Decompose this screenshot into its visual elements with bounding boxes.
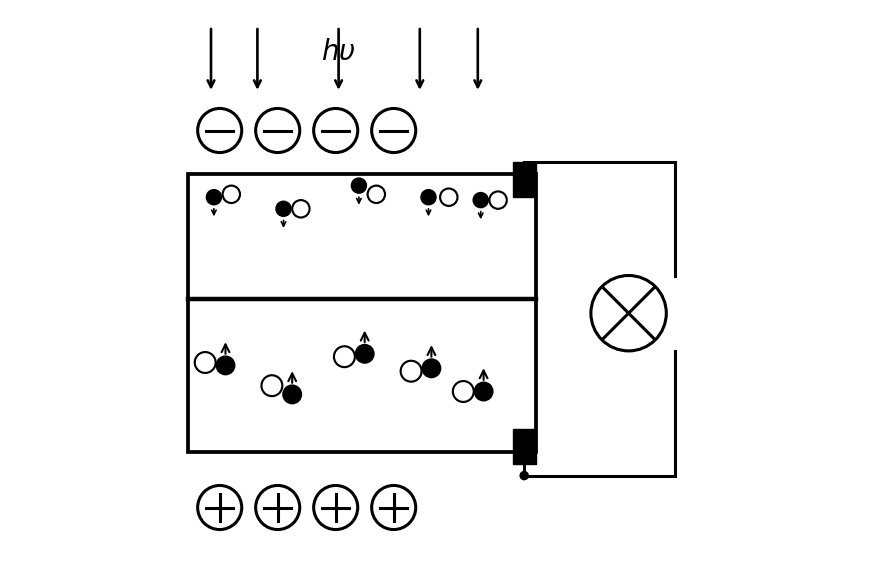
- Circle shape: [195, 352, 215, 373]
- Circle shape: [292, 200, 309, 218]
- Bar: [513, 162, 536, 197]
- Bar: [188, 174, 536, 452]
- Circle shape: [591, 276, 666, 351]
- Circle shape: [368, 186, 385, 203]
- Circle shape: [440, 188, 457, 206]
- Circle shape: [314, 108, 358, 153]
- Circle shape: [334, 346, 354, 367]
- Circle shape: [400, 361, 422, 382]
- Circle shape: [222, 186, 240, 203]
- Circle shape: [520, 472, 528, 480]
- Circle shape: [206, 190, 222, 205]
- Text: $h\upsilon$: $h\upsilon$: [322, 39, 356, 66]
- Circle shape: [474, 382, 493, 401]
- Circle shape: [256, 485, 299, 530]
- Circle shape: [198, 108, 242, 153]
- Circle shape: [256, 108, 299, 153]
- Circle shape: [283, 385, 301, 404]
- Circle shape: [314, 485, 358, 530]
- Circle shape: [453, 381, 474, 402]
- Circle shape: [489, 191, 507, 209]
- Circle shape: [371, 485, 416, 530]
- Circle shape: [473, 193, 488, 208]
- Circle shape: [276, 201, 291, 216]
- Circle shape: [216, 356, 235, 375]
- Circle shape: [261, 375, 283, 396]
- Bar: [513, 429, 536, 464]
- Circle shape: [421, 190, 436, 205]
- Circle shape: [352, 178, 367, 193]
- Circle shape: [371, 108, 416, 153]
- Circle shape: [355, 345, 374, 363]
- Circle shape: [198, 485, 242, 530]
- Circle shape: [422, 359, 440, 378]
